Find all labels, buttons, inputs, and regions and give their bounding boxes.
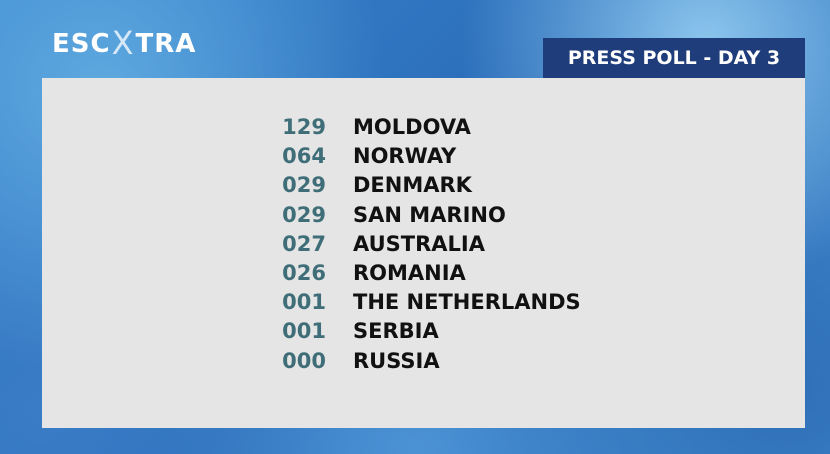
- result-row: 064 NORWAY: [42, 142, 805, 171]
- score: 001: [282, 319, 326, 344]
- logo: ESCXTRA: [52, 24, 196, 62]
- country: DENMARK: [353, 173, 472, 198]
- results-panel: 129 MOLDOVA 064 NORWAY 029 DENMARK 029 SAN MARI…: [42, 78, 805, 428]
- score: 001: [282, 290, 326, 315]
- score: 029: [282, 202, 326, 227]
- result-row: 029 SAN MARINO: [42, 201, 805, 230]
- score: 026: [282, 261, 326, 285]
- country: NORWAY: [353, 144, 457, 169]
- result-row: 027 AUSTRALIA: [42, 230, 805, 259]
- country: SAN MARINO: [353, 202, 506, 227]
- country: ROMANIA: [353, 261, 466, 285]
- logo-left: ESC: [52, 29, 111, 59]
- header: PRESS POLL - DAY 3: [543, 38, 805, 78]
- country: AUSTRALIA: [353, 231, 485, 256]
- score: 029: [282, 173, 326, 198]
- country: SERBIA: [353, 319, 439, 344]
- result-row: 029 DENMARK: [42, 171, 805, 200]
- result-row: 001 THE NETHERLANDS: [42, 288, 805, 317]
- result-row: 026 ROMANIA: [42, 259, 805, 288]
- score: 064: [282, 144, 326, 169]
- score: 027: [282, 231, 326, 256]
- logo-right: TRA: [135, 29, 197, 59]
- score: 000: [282, 348, 326, 373]
- logo-x: X: [111, 24, 135, 62]
- result-row: 000 RUSSIA: [42, 347, 805, 376]
- score: 129: [282, 115, 326, 139]
- country: RUSSIA: [353, 348, 440, 373]
- country: MOLDOVA: [353, 115, 471, 139]
- result-row: 129 MOLDOVA: [42, 113, 805, 142]
- result-row: 001 SERBIA: [42, 317, 805, 346]
- country: THE NETHERLANDS: [353, 290, 581, 315]
